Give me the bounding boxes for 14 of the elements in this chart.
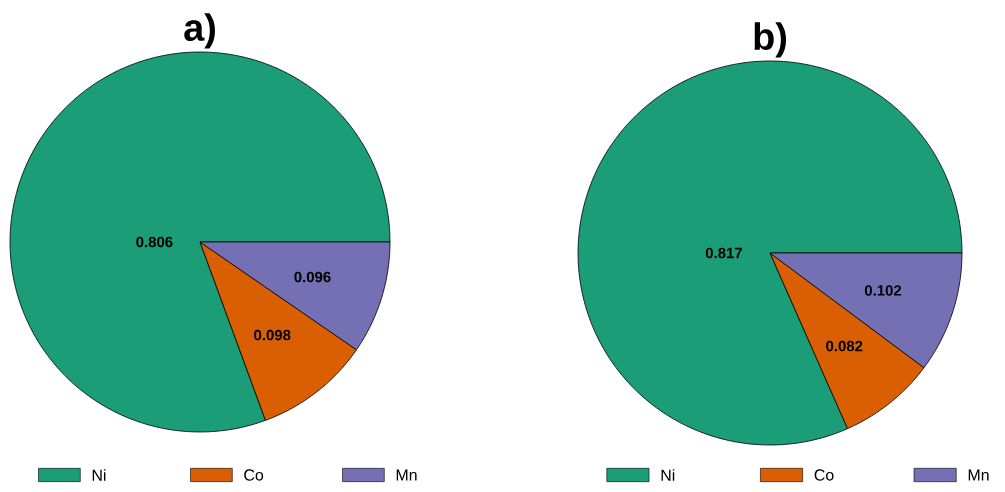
legend-label: Mn — [396, 469, 417, 481]
legend-label: Ni — [661, 469, 675, 481]
data-label: 0.082 — [826, 340, 863, 352]
data-label: 0.817 — [705, 247, 742, 259]
legend-label: Co — [814, 469, 834, 481]
chart-title: a) — [184, 13, 215, 49]
legend-label: Co — [244, 469, 264, 481]
data-label: 0.096 — [294, 271, 331, 283]
legend-label: Mn — [968, 469, 989, 481]
data-label: 0.102 — [864, 285, 902, 296]
legend-label: Ni — [92, 469, 106, 481]
data-label: 0.098 — [254, 329, 291, 341]
data-label: 0.806 — [136, 236, 173, 248]
chart-title: b) — [754, 22, 786, 58]
